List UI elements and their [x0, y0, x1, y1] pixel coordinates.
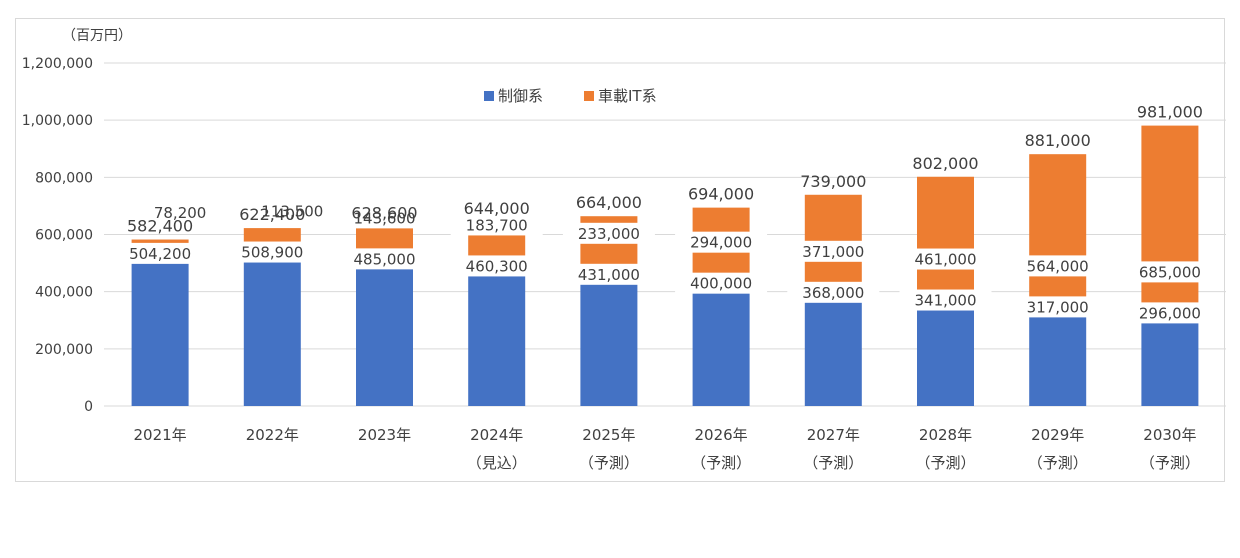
data-label-control: 317,000 — [1027, 298, 1089, 316]
x-category-label: 2029年 — [1031, 426, 1084, 444]
bar-segment-control — [692, 291, 750, 406]
bar-segment-it — [1141, 125, 1199, 322]
data-label-control: 368,000 — [802, 284, 864, 302]
total-label: 981,000 — [1137, 103, 1203, 122]
x-category-label: 2030年 — [1143, 426, 1196, 444]
x-category-sublabel: （予測） — [1140, 454, 1200, 472]
legend-swatch-it — [584, 91, 594, 101]
data-label-box — [246, 200, 339, 222]
bar-segment-it — [917, 176, 974, 309]
x-category-sublabel: （予測） — [803, 454, 863, 472]
y-tick-label: 600,000 — [35, 228, 93, 244]
x-category-label: 2027年 — [807, 426, 860, 444]
data-label-control: 504,200 — [129, 245, 191, 263]
x-category-sublabel: （予測） — [691, 454, 751, 472]
x-category-label: 2023年 — [358, 426, 411, 444]
data-label-box — [338, 207, 431, 229]
data-label-box — [450, 255, 543, 277]
y-axis-unit-label: （百万円） — [62, 28, 132, 44]
data-label-control: 460,300 — [466, 257, 528, 275]
total-label: 664,000 — [576, 193, 642, 212]
data-label-box — [899, 289, 992, 311]
total-label: 881,000 — [1025, 131, 1091, 150]
data-label-it: 233,000 — [578, 225, 640, 243]
total-label: 802,000 — [912, 154, 978, 173]
y-tick-label: 400,000 — [35, 285, 93, 301]
data-label-it: 78,200 — [154, 204, 207, 222]
x-category-label: 2028年 — [919, 426, 972, 444]
data-label-box — [1123, 261, 1216, 283]
data-label-it: 461,000 — [914, 251, 976, 269]
data-label-box — [675, 231, 768, 253]
x-category-sublabel: （予測） — [579, 454, 639, 472]
x-category-label: 2021年 — [134, 426, 187, 444]
y-tick-label: 800,000 — [35, 170, 93, 186]
x-category-label: 2026年 — [695, 426, 748, 444]
total-label: 622,400 — [239, 205, 305, 224]
total-label: 628,600 — [351, 203, 417, 222]
data-label-box — [787, 240, 880, 262]
legend-swatch-control — [484, 91, 494, 101]
data-label-it: 113,500 — [261, 203, 323, 221]
data-label-it: 371,000 — [802, 243, 864, 261]
x-category-sublabel: （予測） — [915, 454, 975, 472]
bar-segment-control — [804, 300, 862, 406]
data-label-box — [338, 248, 431, 270]
data-label-control: 508,900 — [241, 244, 303, 262]
legend: 制御系 車載IT系 — [484, 87, 657, 105]
y-tick-label: 1,000,000 — [22, 113, 93, 129]
total-label: 644,000 — [464, 199, 530, 218]
data-label-box — [134, 201, 227, 223]
data-label-box — [675, 272, 768, 294]
x-axis-category-labels: 2021年 2022年 2023年 2024年 （見込） 2025年 （予測） 2026年 （予… — [134, 426, 1200, 472]
data-label-it: 143,600 — [353, 209, 415, 227]
legend-label-it: 車載IT系 — [598, 87, 657, 105]
data-label-box — [787, 281, 880, 303]
data-label-box — [226, 241, 319, 263]
data-label-control: 341,000 — [914, 292, 976, 310]
data-label-box — [114, 242, 207, 264]
bar-segment-it — [1029, 154, 1087, 316]
data-label-it: 685,000 — [1139, 263, 1201, 281]
data-label-control: 431,000 — [578, 266, 640, 284]
x-category-label: 2024年 — [470, 426, 523, 444]
data-label-box — [899, 248, 992, 270]
data-label-box — [1011, 296, 1104, 318]
y-axis-tick-labels: 0 200,000 400,000 600,000 800,000 1,000,000 1,… — [22, 56, 93, 415]
data-label-control: 296,000 — [1139, 304, 1201, 322]
data-label-box — [1011, 255, 1104, 277]
bar-segment-control — [580, 282, 638, 406]
y-tick-label: 0 — [84, 399, 93, 415]
bar-segment-control — [131, 261, 189, 406]
bar-segment-control — [1141, 321, 1199, 406]
total-label: 582,400 — [127, 217, 193, 236]
data-label-box — [562, 222, 655, 244]
data-label-it: 183,700 — [466, 216, 528, 234]
x-category-label: 2022年 — [246, 426, 299, 444]
y-tick-label: 1,200,000 — [22, 56, 93, 72]
x-category-label: 2025年 — [582, 426, 635, 444]
bar-segment-control — [243, 260, 301, 406]
data-label-control: 400,000 — [690, 275, 752, 293]
x-category-sublabel: （予測） — [1028, 454, 1088, 472]
data-label-it: 564,000 — [1027, 257, 1089, 275]
data-label-control: 485,000 — [353, 250, 415, 268]
bar-segment-control — [917, 308, 974, 406]
data-label-box — [1123, 302, 1216, 324]
bar-segment-control — [1029, 315, 1087, 406]
total-label: 739,000 — [800, 172, 866, 191]
bar-segment-control — [468, 274, 526, 406]
data-label-box — [450, 214, 543, 236]
data-label-box — [562, 263, 655, 285]
y-tick-label: 200,000 — [35, 342, 93, 358]
legend-label-control: 制御系 — [498, 87, 543, 105]
total-label: 694,000 — [688, 185, 754, 204]
data-label-it: 294,000 — [690, 234, 752, 252]
x-category-sublabel: （見込） — [467, 454, 527, 472]
bar-segment-control — [356, 267, 413, 406]
